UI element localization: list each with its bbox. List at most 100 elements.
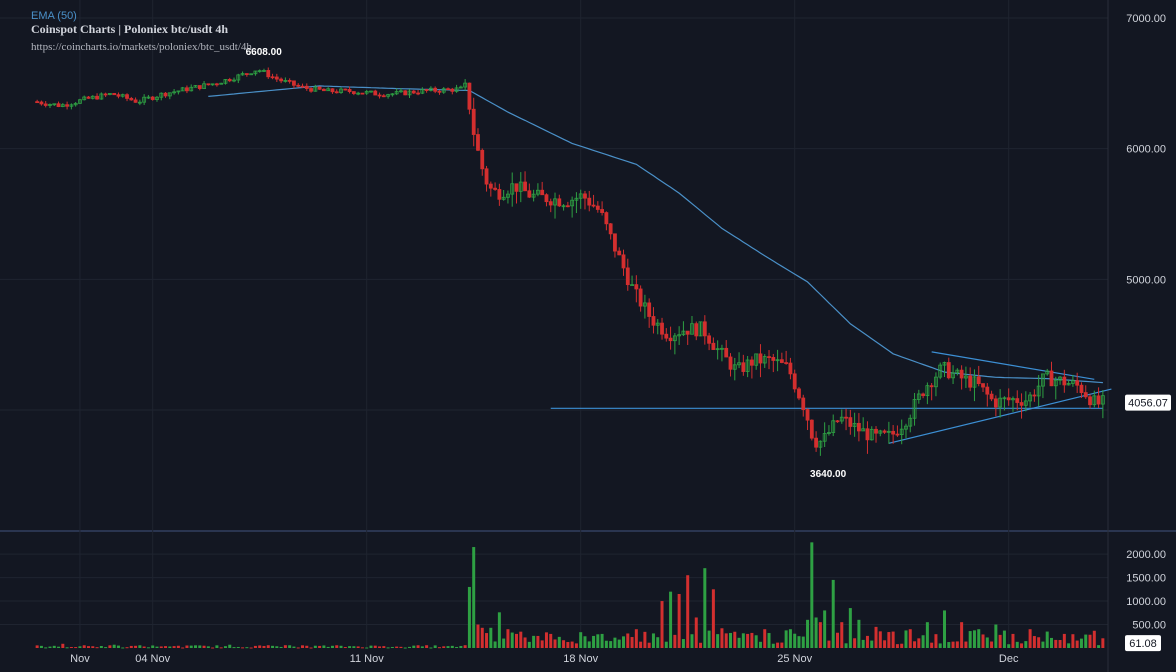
volume-bar xyxy=(506,629,510,648)
candle-body xyxy=(1036,385,1041,397)
volume-bar xyxy=(52,645,56,648)
candle-body xyxy=(99,93,104,100)
candle-body xyxy=(202,83,206,89)
chart-source-url: https://coincharts.io/markets/poloniex/b… xyxy=(31,41,252,53)
volume-bar xyxy=(104,647,108,649)
volume-bar xyxy=(579,632,583,648)
volume-bar xyxy=(703,568,707,648)
time-tick-label: 04 Nov xyxy=(135,653,170,665)
candle-body xyxy=(989,393,994,400)
volume-bar xyxy=(121,647,125,649)
volume-bar xyxy=(690,634,694,648)
candle-body xyxy=(1053,379,1058,387)
volume-bar xyxy=(604,640,608,648)
volume-bar xyxy=(681,639,685,648)
volume-bar xyxy=(138,645,142,648)
volume-bar xyxy=(433,645,437,648)
candle-body xyxy=(681,330,686,336)
volume-bar xyxy=(853,638,857,648)
candle-body xyxy=(660,322,664,335)
volume-bar xyxy=(1084,634,1088,648)
time-tick-label: 25 Nov xyxy=(777,653,812,665)
volume-bar xyxy=(253,645,257,648)
candle-body xyxy=(690,323,694,335)
candle-body xyxy=(206,83,211,86)
volume-bar xyxy=(767,633,771,648)
candle-body xyxy=(52,103,57,106)
candle-body xyxy=(1011,398,1015,401)
volume-bar xyxy=(134,645,138,648)
volume-bar xyxy=(390,646,394,648)
candle-body xyxy=(339,88,343,93)
candle-body xyxy=(570,199,575,207)
candle-body xyxy=(685,330,690,335)
volume-bar xyxy=(155,646,159,648)
volume-bar xyxy=(151,645,155,648)
candle-body xyxy=(844,416,848,419)
volume-bar xyxy=(874,626,878,648)
candle-body xyxy=(506,193,510,198)
volume-bar xyxy=(373,645,377,648)
volume-bar xyxy=(1032,636,1036,648)
candle-body xyxy=(227,79,232,82)
volume-bar xyxy=(326,646,330,648)
volume-bar xyxy=(758,641,762,648)
volume-bar xyxy=(694,617,698,648)
candle-body xyxy=(904,425,908,430)
volume-bar xyxy=(746,633,750,648)
volume-bar xyxy=(339,645,343,648)
volume-bar xyxy=(737,637,741,648)
volume-bar xyxy=(664,641,668,648)
candle-body xyxy=(750,359,754,366)
volume-bar xyxy=(219,647,223,649)
candle-body xyxy=(274,76,279,80)
candle-body xyxy=(403,90,408,96)
candle-body xyxy=(822,433,827,442)
volume-bar xyxy=(985,637,989,648)
volume-bar xyxy=(1058,640,1062,648)
last-price-box xyxy=(1125,394,1171,411)
price-tick-label: 7000.00 xyxy=(1126,13,1166,25)
candle-body xyxy=(523,181,527,192)
volume-bar xyxy=(369,645,373,648)
price-tick-label: 6000.00 xyxy=(1126,144,1166,156)
candle-body xyxy=(39,101,44,105)
volume-bar xyxy=(1062,633,1066,648)
candle-body xyxy=(613,233,617,252)
candle-body xyxy=(240,73,245,76)
volume-bar xyxy=(399,646,403,648)
candle-body xyxy=(587,197,592,206)
candle-body xyxy=(95,95,99,100)
candle-body xyxy=(878,430,883,434)
candle-body xyxy=(852,422,857,427)
volume-bar xyxy=(1041,641,1045,648)
volume-bar xyxy=(82,645,86,648)
volume-bar xyxy=(699,642,703,648)
candle-body xyxy=(116,94,121,97)
volume-bar xyxy=(711,589,715,648)
volume-bar xyxy=(904,630,908,648)
candle-body xyxy=(441,88,446,93)
candle-body xyxy=(180,87,185,92)
volume-bar xyxy=(609,641,613,648)
volume-bar xyxy=(279,646,283,648)
candle-body xyxy=(424,89,429,91)
candle-body xyxy=(458,86,463,89)
candle-body xyxy=(745,359,750,372)
candle-body xyxy=(583,193,587,199)
candle-body xyxy=(300,85,305,88)
candle-body xyxy=(167,92,172,97)
volume-bar xyxy=(1007,644,1011,648)
candle-body xyxy=(446,88,450,91)
volume-bar xyxy=(241,647,245,649)
volume-bar xyxy=(232,647,236,649)
candle-body xyxy=(1002,397,1007,400)
candle-body xyxy=(694,323,699,337)
candle-body xyxy=(548,201,553,206)
candle-body xyxy=(916,393,921,400)
candle-body xyxy=(955,369,960,374)
candle-body xyxy=(758,353,763,364)
volume-bar xyxy=(707,630,711,648)
volume-bar xyxy=(408,646,411,648)
candle-body xyxy=(767,356,771,359)
